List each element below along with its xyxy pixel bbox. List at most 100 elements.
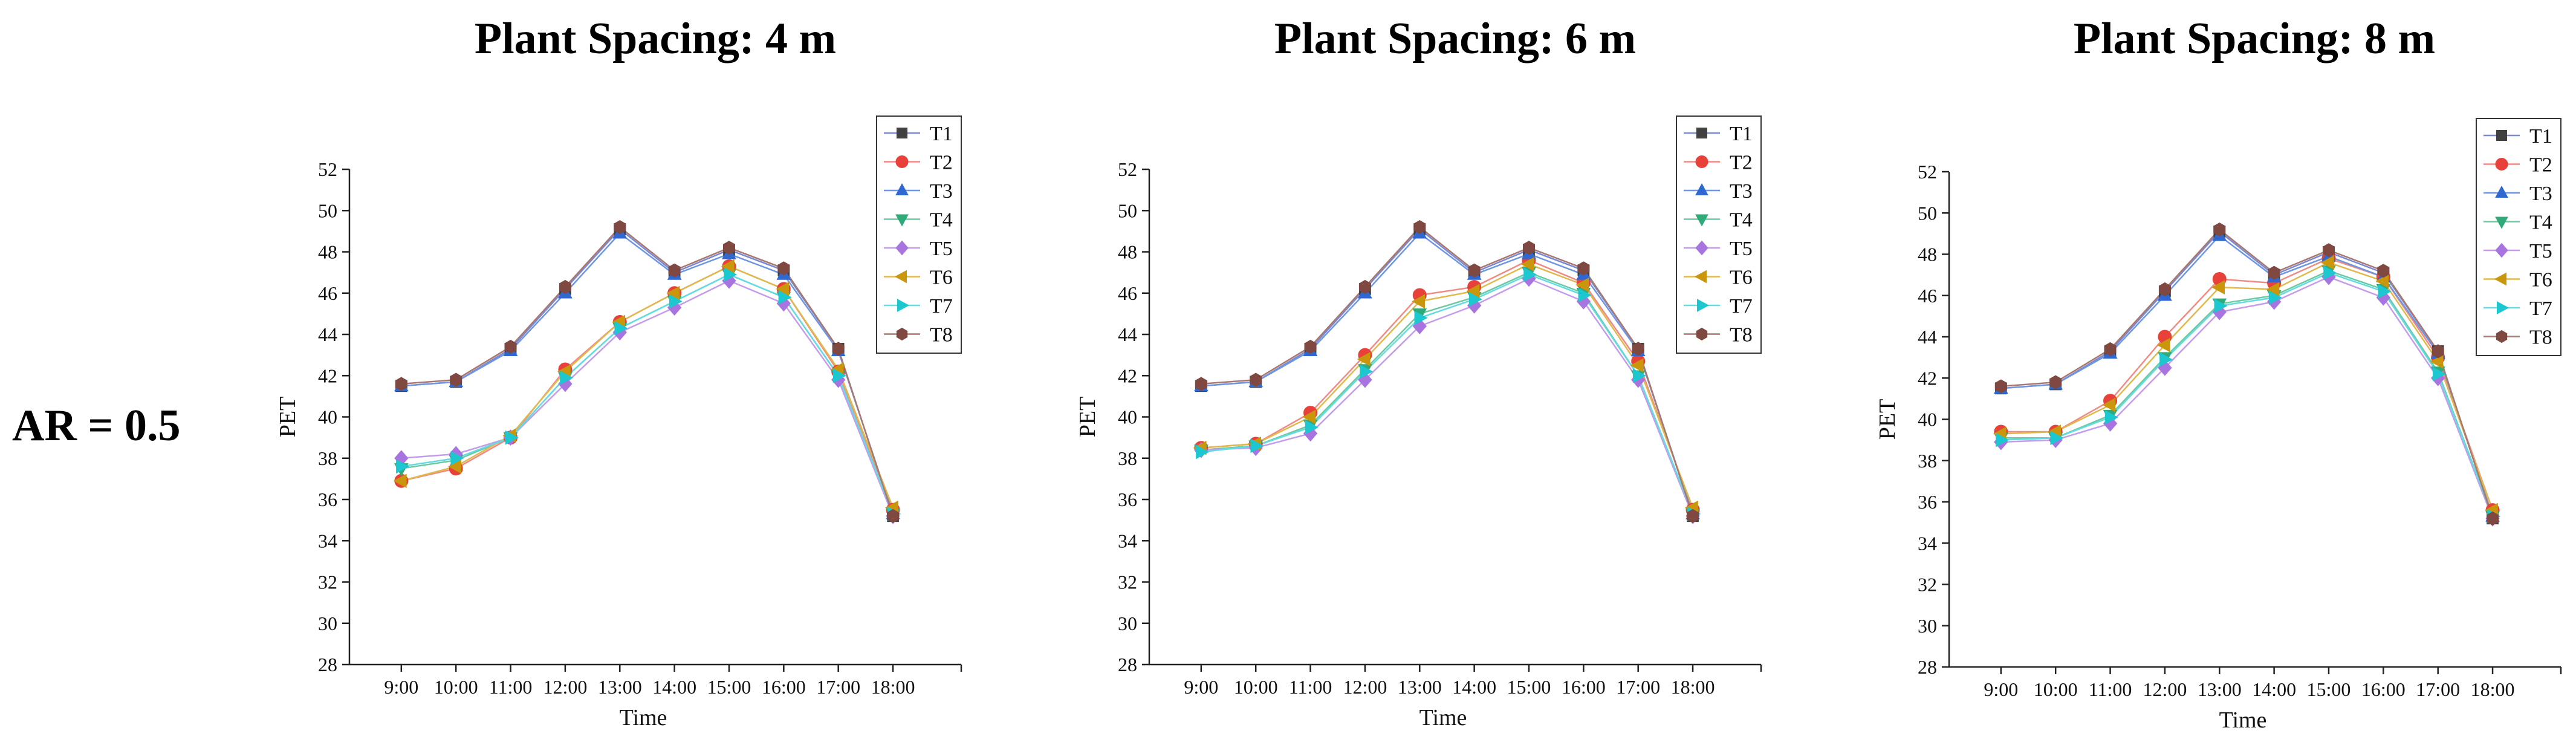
data-point-t8 [2049,375,2062,389]
data-point-t7 [1468,292,1482,307]
y-tick-label: 30 [1118,613,1137,634]
y-tick-label: 46 [1918,285,1937,307]
data-point-t8 [1250,372,1262,387]
y-tick-label: 28 [1118,654,1137,675]
x-tick-label: 11:00 [489,676,533,698]
x-tick-label: 17:00 [1616,676,1660,698]
y-tick-label: 36 [1118,489,1137,510]
y-tick-label: 40 [1918,409,1937,431]
data-point-t8 [2377,264,2390,278]
y-tick-label: 30 [1918,615,1937,637]
x-axis-title: Time [2219,707,2267,733]
data-point-t8 [1687,509,1699,523]
legend-label-t3: T3 [930,180,953,203]
legend-marker-t2 [2495,158,2508,171]
legend-label-t3: T3 [2529,183,2552,205]
legend-marker-t6 [2494,272,2506,286]
data-point-t8 [2213,222,2226,237]
x-tick-label: 17:00 [2416,678,2460,700]
data-point-t8 [1632,342,1644,356]
x-tick-label: 11:00 [1289,676,1332,698]
y-axis-title: PET [275,397,300,438]
data-point-t6 [1520,257,1534,272]
legend-label-t4: T4 [930,209,953,232]
x-tick-label: 15:00 [707,676,751,698]
x-tick-label: 16:00 [2361,678,2406,700]
y-tick-label: 40 [1118,406,1137,428]
data-point-t7 [2323,265,2337,281]
legend-marker-t6 [1694,270,1707,284]
data-point-t8 [2158,282,2171,297]
x-tick-label: 13:00 [598,676,642,698]
y-axis-title: PET [1075,397,1100,438]
y-tick-label: 28 [318,654,337,675]
legend-marker-t4 [2495,216,2508,229]
x-axis-title: Time [1419,705,1467,730]
legend-marker-t8 [1696,327,1708,341]
series-line-t4 [2000,270,2494,517]
legend-marker-t1 [1696,128,1707,138]
legend-label-t7: T7 [1730,295,1753,317]
data-point-t7 [560,370,574,385]
legend-marker-t7 [897,299,910,312]
x-tick-label: 11:00 [2089,678,2132,700]
legend-box [2476,118,2561,356]
data-point-t8 [2104,342,2117,357]
y-tick-label: 38 [318,447,337,469]
data-point-t7 [614,320,628,336]
data-point-t8 [2432,344,2444,359]
y-tick-label: 50 [318,200,337,221]
x-tick-label: 9:00 [384,676,418,698]
legend-label-t2: T2 [1730,152,1753,174]
data-point-t8 [559,279,571,294]
data-point-t7 [2050,431,2064,446]
y-tick-label: 52 [1918,161,1937,183]
y-tick-label: 44 [318,324,337,345]
chart-panel-spacing-4m: Plant Spacing: 4 m 28 30 32 34 36 38 40 42 44 46 4… [275,14,962,730]
y-tick-label: 46 [1118,282,1137,304]
data-point-t8 [1522,241,1536,255]
x-tick-label: 14:00 [652,676,696,698]
data-point-t6 [2320,255,2334,270]
x-axis-title: Time [620,705,667,730]
data-point-t8 [887,509,900,523]
series-line-t4 [401,273,894,515]
data-point-t8 [722,241,736,255]
legend-label-t8: T8 [1730,324,1753,346]
data-point-t8 [1358,279,1371,294]
row-label: AR = 0.5 [12,401,181,450]
legend-label-t1: T1 [1730,123,1753,145]
legend-marker-t5 [895,240,909,256]
y-tick-label: 32 [1118,571,1137,593]
series-line-t5 [1201,278,1694,516]
data-point-t7 [1414,310,1428,325]
x-tick-label: 9:00 [1184,676,1218,698]
legend-box [1676,115,1762,354]
y-tick-label: 52 [318,158,337,180]
data-point-t7 [669,294,683,309]
data-point-t7 [1996,432,2009,447]
y-tick-label: 32 [318,571,337,593]
legend-label-t6: T6 [2529,269,2552,291]
data-point-t7 [1250,438,1264,454]
data-point-t8 [504,339,517,354]
series-line-t3 [401,232,894,515]
series-line-t2 [1201,259,1694,510]
series-line-t3 [1201,232,1694,515]
y-tick-label: 48 [318,241,337,263]
data-point-t7 [1578,288,1592,303]
y-tick-label: 40 [318,406,337,428]
chart-title: Plant Spacing: 4 m [475,14,836,63]
y-tick-label: 48 [1118,241,1137,263]
legend-marker-t2 [1695,155,1708,168]
data-point-t8 [832,342,845,356]
data-point-t6 [393,473,407,489]
y-tick-label: 30 [318,613,337,634]
data-point-t6 [776,282,790,296]
x-tick-label: 18:00 [2471,678,2515,700]
series-line-t5 [2000,276,2494,519]
data-point-t8 [2268,265,2280,280]
chart-panel-spacing-8m: Plant Spacing: 8 m 28 30 32 34 36 38 40 42 44 46 4… [1875,14,2562,733]
data-point-t7 [450,450,464,466]
